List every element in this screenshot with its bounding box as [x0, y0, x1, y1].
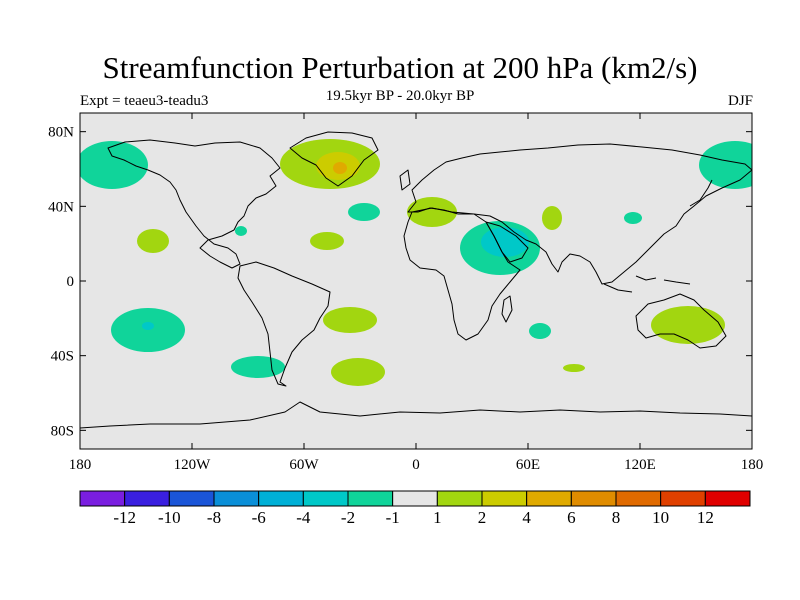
anomaly-indian-ocean: [529, 323, 551, 339]
anomaly-caspian: [542, 206, 562, 230]
x-axis-labels: 180 120W 60W 0 60E 120E 180: [69, 457, 764, 473]
anomaly-east-asia: [624, 212, 642, 224]
coastlines: [80, 131, 752, 429]
y-tick-label: 80N: [48, 125, 74, 141]
anomaly-caribbean: [235, 226, 247, 236]
colorbar-box: [481, 490, 528, 507]
anomaly-north-pacific-west: [80, 141, 148, 189]
anomaly-south-pacific-core: [142, 322, 154, 330]
colorbar-label: 1: [433, 508, 442, 527]
anomaly-north-atlantic: [348, 203, 380, 221]
y-tick-label: 40N: [48, 199, 74, 215]
colorbar-label: -2: [341, 508, 355, 527]
colorbar-label: -8: [207, 508, 221, 527]
season-label: DJF: [727, 93, 753, 109]
colorbar-box: [79, 490, 126, 507]
colorbar-label: -4: [296, 508, 311, 527]
colorbar-box: [660, 490, 706, 507]
colorbar-label: -1: [386, 508, 400, 527]
experiment-label: Expt = teaeu3-teadu3: [80, 93, 209, 109]
anomaly-south-atlantic-south: [331, 358, 385, 386]
plot-background: [80, 113, 752, 449]
coast-japan: [689, 179, 713, 207]
colorbar-labels: -12 -10 -8 -6 -4 -2 -1 1 2 4 6 8 10 12: [113, 508, 714, 527]
coast-eurasia: [407, 143, 752, 285]
coast-uk: [399, 169, 411, 191]
anomaly-mediterranean: [407, 197, 457, 227]
colorbar-label: -10: [158, 508, 181, 527]
y-tick-label: 80S: [51, 423, 74, 439]
chart-title: Streamfunction Perturbation at 200 hPa (…: [102, 50, 698, 85]
x-tick-label: 120W: [174, 457, 212, 473]
coast-antarctica: [80, 401, 752, 429]
coast-south-america: [237, 261, 331, 387]
colorbar-box: [213, 490, 260, 507]
anomaly-south-atlantic: [323, 307, 377, 333]
colorbar-box: [347, 490, 394, 507]
anomaly-south-america: [231, 356, 285, 378]
colorbar: [79, 490, 751, 507]
colorbar-label: -12: [113, 508, 136, 527]
anomaly-north-pacific-east: [699, 141, 752, 189]
colorbar-box: [302, 490, 349, 507]
coast-greenland: [289, 131, 379, 187]
anomaly-southern-indian: [563, 364, 585, 372]
coast-north-america: [107, 139, 281, 269]
x-tick-label: 0: [412, 457, 420, 473]
coast-indonesia: [603, 275, 691, 293]
colorbar-box: [570, 490, 617, 507]
x-tick-label: 180: [69, 457, 92, 473]
x-tick-label: 120E: [624, 457, 656, 473]
colorbar-box: [168, 490, 215, 507]
colorbar-label: 8: [612, 508, 621, 527]
colorbar-box: [392, 490, 438, 507]
colorbar-box: [704, 490, 751, 507]
colorbar-box: [258, 490, 304, 507]
colorbar-label: 10: [652, 508, 669, 527]
colorbar-label: 6: [567, 508, 576, 527]
anomaly-australia: [651, 306, 725, 344]
colorbar-label: -6: [252, 508, 266, 527]
colorbar-label: 4: [522, 508, 531, 527]
anomaly-regions: [80, 139, 752, 386]
colorbar-box: [615, 490, 662, 507]
colorbar-box: [436, 490, 483, 507]
colorbar-box: [124, 490, 170, 507]
y-tick-label: 40S: [51, 349, 74, 365]
anomaly-east-pacific: [137, 229, 169, 253]
y-axis-labels: 80N 40N 0 40S 80S: [48, 125, 74, 440]
chart-subtitle: 19.5kyr BP - 20.0kyr BP: [325, 88, 475, 104]
colorbar-label: 2: [478, 508, 487, 527]
coast-arabia: [485, 221, 529, 263]
anomaly-tropical-atlantic: [310, 232, 344, 250]
coast-madagascar: [501, 295, 513, 323]
x-tick-label: 180: [741, 457, 764, 473]
axis-tick-marks: [79, 113, 753, 449]
colorbar-label: 12: [697, 508, 714, 527]
coast-australia: [635, 293, 727, 349]
y-tick-label: 0: [67, 274, 75, 290]
anomaly-greenland-peak: [333, 162, 347, 174]
x-tick-label: 60E: [516, 457, 540, 473]
colorbar-box: [526, 490, 572, 507]
x-tick-label: 60W: [289, 457, 319, 473]
